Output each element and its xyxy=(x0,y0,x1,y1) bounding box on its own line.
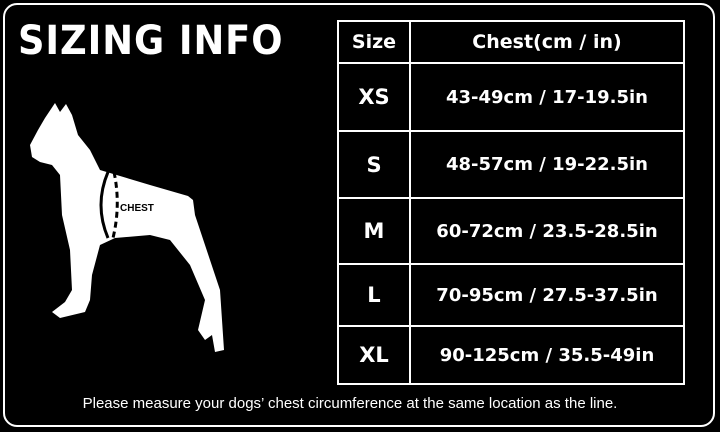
size-cell: S xyxy=(337,130,411,199)
size-cell: L xyxy=(337,263,411,327)
size-cell: M xyxy=(337,197,411,265)
image-border xyxy=(3,3,715,427)
chest-cell: 48-57cm / 19-22.5in xyxy=(409,130,685,199)
chest-cell: 60-72cm / 23.5-28.5in xyxy=(409,197,685,265)
size-table: Size Chest(cm / in) XS 43-49cm / 17-19.5i… xyxy=(337,20,685,385)
table-row: XS 43-49cm / 17-19.5in xyxy=(337,62,685,132)
chest-label: CHEST xyxy=(120,203,154,214)
table-header-row: Size Chest(cm / in) xyxy=(337,20,685,64)
size-cell: XL xyxy=(337,325,411,385)
header-chest: Chest(cm / in) xyxy=(409,20,685,64)
table-row: XL 90-125cm / 35.5-49in xyxy=(337,325,685,385)
dog-silhouette xyxy=(30,103,224,352)
measurement-note: Please measure your dogs’ chest circumfe… xyxy=(82,395,618,412)
chest-measure-line xyxy=(99,171,110,239)
size-cell: XS xyxy=(337,62,411,132)
table-row: M 60-72cm / 23.5-28.5in xyxy=(337,197,685,265)
chest-cell: 70-95cm / 27.5-37.5in xyxy=(409,263,685,327)
header-size: Size xyxy=(337,20,411,64)
table-row: S 48-57cm / 19-22.5in xyxy=(337,130,685,199)
table-row: L 70-95cm / 27.5-37.5in xyxy=(337,263,685,327)
chest-dashed-line xyxy=(111,171,119,239)
page-title: SIZING INFO xyxy=(18,18,284,64)
chest-cell: 90-125cm / 35.5-49in xyxy=(409,325,685,385)
chest-cell: 43-49cm / 17-19.5in xyxy=(409,62,685,132)
